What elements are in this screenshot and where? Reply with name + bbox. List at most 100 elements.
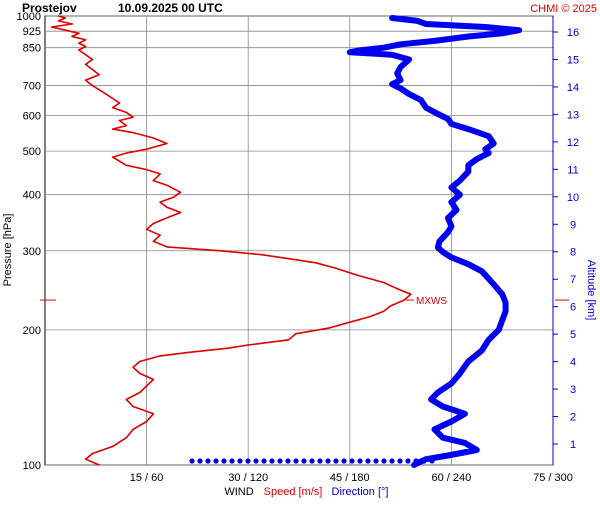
direction-surface-dot: [317, 458, 323, 464]
direction-point: [448, 121, 454, 127]
direction-point: [423, 105, 429, 111]
speed-point: [315, 262, 317, 264]
speed-point: [57, 20, 60, 22]
speed-point: [145, 420, 148, 423]
wind-tick-label: 30 / 120: [228, 472, 268, 484]
speed-point: [112, 106, 114, 109]
direction-surface-dot: [269, 458, 275, 464]
direction-point: [415, 18, 420, 24]
speed-point: [57, 15, 60, 17]
pressure-tick-label: 500: [23, 146, 41, 158]
direction-surface-dot: [365, 458, 371, 464]
direction-point: [448, 380, 454, 386]
altitude-tick-label: 8: [570, 247, 576, 259]
direction-surface-dot: [301, 458, 307, 464]
speed-point: [410, 293, 412, 295]
speed-point: [84, 458, 87, 460]
direction-surface-dot: [413, 458, 419, 464]
speed-point: [166, 142, 168, 145]
direction-point: [435, 111, 441, 117]
direction-surface-dot: [253, 458, 259, 464]
altitude-tick-label: 3: [570, 384, 576, 396]
speed-point: [369, 315, 371, 318]
altitude-tick-label: 2: [570, 412, 576, 424]
direction-point: [491, 141, 497, 146]
speed-point: [78, 49, 80, 51]
altitude-tick-label: 5: [570, 329, 576, 341]
direction-point: [457, 370, 463, 376]
speed-point: [389, 305, 392, 307]
speed-point: [355, 274, 358, 276]
speed-point: [166, 217, 168, 219]
direction-point: [479, 268, 485, 274]
direction-point: [440, 435, 446, 441]
pressure-tick-label: 400: [23, 190, 41, 202]
speed-point: [118, 102, 121, 104]
speed-point: [145, 148, 148, 150]
direction-point: [454, 207, 459, 213]
direction-point: [465, 162, 471, 168]
speed-point: [64, 29, 67, 31]
direction-surface-dot: [221, 458, 227, 464]
direction-point: [448, 223, 454, 229]
direction-point: [432, 426, 437, 432]
sounding-datetime: 10.09.2025 00 UTC: [118, 1, 223, 15]
direction-point: [465, 261, 471, 267]
direction-surface-dot: [213, 458, 219, 464]
altitude-tick-label: 11: [567, 164, 578, 176]
speed-point: [125, 124, 128, 127]
direction-surface-dot: [389, 458, 395, 464]
direction-series-line: [346, 15, 523, 468]
speed-point: [152, 413, 155, 415]
direction-point: [389, 81, 395, 87]
direction-point: [435, 245, 441, 250]
speed-point: [159, 355, 161, 357]
speed-point: [91, 68, 94, 71]
wind-axis-label: WIND: [224, 486, 253, 498]
speed-point: [145, 168, 148, 171]
speed-point: [159, 201, 161, 203]
speed-point: [247, 344, 249, 346]
direction-surface-dot: [357, 458, 363, 464]
direction-point: [440, 249, 446, 255]
direction-surface-dot: [285, 458, 291, 464]
direction-surface-dot: [397, 458, 403, 464]
speed-point: [91, 58, 94, 61]
speed-point: [139, 391, 141, 394]
direction-point: [492, 283, 498, 289]
speed-point: [132, 116, 134, 118]
speed-point: [132, 366, 134, 368]
direction-surface-dot: [189, 458, 195, 464]
speed-point: [179, 191, 182, 193]
speed-point: [125, 398, 128, 401]
direction-point: [474, 447, 480, 453]
altitude-tick-label: 15: [567, 54, 579, 66]
direction-point: [479, 347, 485, 353]
direction-point: [465, 169, 471, 175]
direction-surface-dot: [293, 458, 299, 464]
direction-point: [406, 57, 412, 62]
direction-point: [465, 126, 471, 132]
speed-point: [98, 89, 100, 91]
series-layer: [50, 15, 523, 468]
speed-point: [335, 267, 337, 270]
direction-point: [503, 308, 509, 314]
direction-surface-dot: [333, 458, 339, 464]
wind-tick-label: 75 / 300: [533, 472, 573, 484]
direction-surface-dot: [325, 458, 331, 464]
direction-point: [448, 254, 454, 260]
speed-point: [112, 156, 114, 158]
grid: [44, 15, 554, 466]
speed-point: [288, 258, 290, 260]
pressure-tick-label: 600: [23, 111, 41, 123]
speed-point: [132, 405, 134, 408]
direction-point: [462, 440, 468, 446]
speed-point: [118, 119, 121, 122]
direction-point: [516, 27, 522, 33]
direction-surface-dot: [421, 458, 427, 464]
speed-point: [166, 184, 168, 186]
direction-point: [457, 178, 463, 184]
